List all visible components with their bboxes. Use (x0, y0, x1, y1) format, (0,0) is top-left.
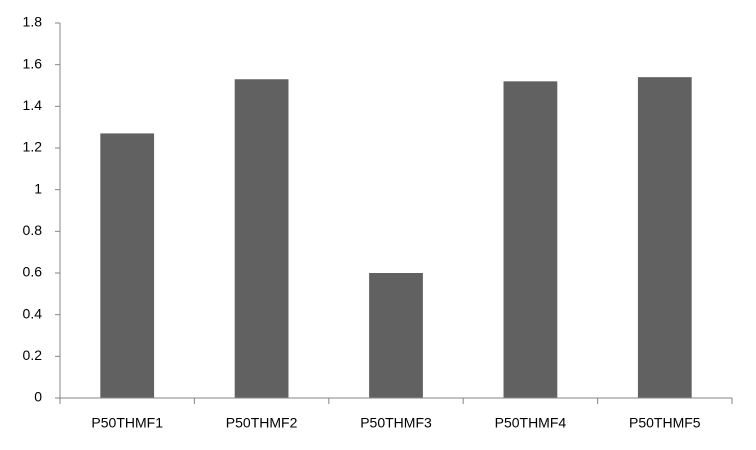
x-tick-label: P50THMF4 (495, 415, 567, 431)
bar (503, 81, 558, 398)
bar (637, 77, 692, 399)
y-tick-label: 1.4 (23, 97, 43, 113)
y-tick-label: 0.8 (23, 222, 43, 238)
bar (100, 133, 155, 398)
y-tick-label: 1.6 (23, 55, 43, 71)
y-tick-label: 1.8 (23, 14, 43, 30)
y-tick-label: 0 (34, 389, 42, 405)
bar (369, 273, 423, 398)
y-tick-label: 0.2 (23, 347, 43, 363)
y-tick-label: 0.4 (23, 305, 43, 321)
x-tick-label: P50THMF5 (629, 415, 701, 431)
y-tick-label: 0.6 (23, 264, 43, 280)
y-tick-label: 1.2 (23, 139, 43, 155)
x-tick-label: P50THMF2 (226, 415, 298, 431)
bar (234, 79, 289, 398)
y-tick-label: 1 (34, 180, 42, 196)
x-tick-label: P50THMF1 (91, 415, 163, 431)
x-tick-label: P50THMF3 (360, 415, 432, 431)
